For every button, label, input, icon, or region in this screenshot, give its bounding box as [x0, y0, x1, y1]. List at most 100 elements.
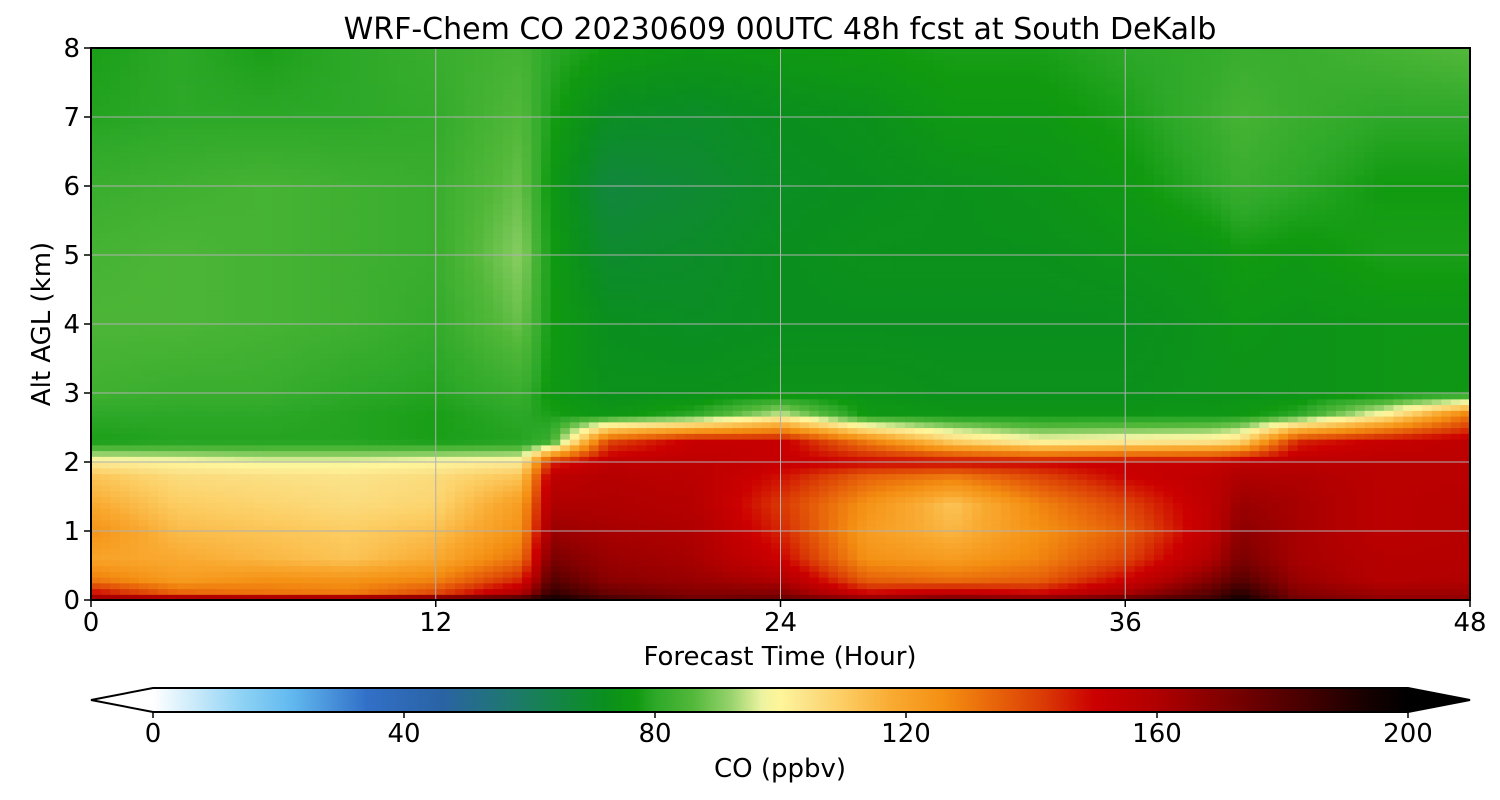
co-cell [904, 559, 916, 567]
co-cell [579, 536, 590, 544]
co-cell [416, 519, 427, 526]
co-cell [761, 410, 772, 417]
co-cell [1268, 502, 1280, 509]
co-cell [1402, 439, 1414, 446]
co-cell [474, 410, 485, 417]
co-cell [1230, 473, 1241, 480]
co-cell [119, 519, 130, 526]
co-cell [493, 508, 504, 515]
co-cell [1259, 479, 1270, 486]
co-cell [1029, 525, 1040, 532]
co-cell [320, 548, 332, 555]
co-cell [1412, 410, 1423, 417]
co-cell [368, 433, 379, 440]
co-cell [387, 421, 399, 429]
co-cell [359, 450, 370, 457]
co-cell [416, 496, 427, 503]
co-cell [924, 416, 935, 423]
co-cell [933, 548, 944, 555]
co-cell [790, 450, 801, 457]
co-cell [1221, 439, 1232, 446]
co-cell [464, 410, 475, 417]
co-cell [1441, 473, 1452, 480]
co-cell [895, 450, 906, 457]
co-cell [138, 571, 150, 578]
co-cell [1307, 485, 1318, 492]
co-cell [541, 525, 552, 532]
co-cell [234, 531, 245, 538]
co-cell [1374, 427, 1385, 434]
co-cell [1268, 444, 1280, 452]
co-cell [330, 582, 341, 590]
co-cell [770, 525, 782, 532]
co-cell [1029, 467, 1040, 475]
co-cell [627, 479, 638, 486]
co-cell [1086, 416, 1098, 423]
co-cell [790, 410, 801, 417]
co-cell [1316, 548, 1327, 555]
co-cell [1086, 456, 1098, 463]
co-cell [943, 485, 954, 492]
co-cell [876, 565, 887, 572]
co-cell [1431, 473, 1442, 480]
co-cell [1000, 565, 1011, 572]
co-cell [1077, 502, 1088, 509]
co-cell [541, 588, 552, 595]
co-cell [330, 427, 341, 434]
co-cell [770, 542, 782, 549]
co-cell [1221, 456, 1232, 463]
co-cell [100, 582, 111, 590]
co-cell [1422, 559, 1433, 567]
co-cell [617, 594, 628, 600]
co-cell [454, 513, 466, 521]
co-cell [732, 473, 743, 480]
co-cell [205, 577, 217, 584]
co-cell [588, 525, 600, 532]
co-cell [301, 462, 312, 469]
co-cell [1173, 467, 1184, 475]
co-cell [234, 410, 245, 417]
co-cell [1259, 577, 1270, 584]
co-cell [253, 416, 264, 423]
co-cell [244, 398, 255, 406]
co-cell [531, 594, 542, 600]
co-cell [531, 502, 542, 509]
co-cell [1211, 536, 1222, 544]
co-cell [426, 490, 437, 498]
co-cell [407, 548, 418, 555]
co-cell [1000, 404, 1011, 411]
co-cell [627, 473, 638, 480]
co-cell [1460, 439, 1470, 446]
co-cell [837, 416, 849, 423]
co-cell [895, 571, 906, 578]
co-cell [177, 416, 188, 423]
co-cell [1393, 450, 1404, 457]
co-cell [158, 525, 169, 532]
co-cell [138, 444, 150, 452]
co-cell [1240, 473, 1251, 480]
co-cell [703, 594, 715, 600]
co-cell [1460, 421, 1470, 429]
co-cell [541, 565, 552, 572]
co-cell [1326, 467, 1337, 475]
co-cell [387, 450, 399, 457]
co-cell [885, 410, 897, 417]
co-cell [119, 559, 130, 567]
co-cell [732, 536, 743, 544]
co-cell [828, 559, 839, 567]
co-cell [397, 456, 408, 463]
co-cell [1393, 582, 1404, 590]
co-cell [981, 433, 992, 440]
co-cell [828, 496, 839, 503]
co-cell [579, 542, 590, 549]
co-cell [483, 496, 494, 503]
co-cell [521, 554, 533, 561]
co-cell [483, 594, 494, 600]
co-cell [1326, 508, 1337, 515]
co-cell [474, 531, 485, 538]
co-cell [952, 421, 964, 429]
co-cell [1412, 571, 1423, 578]
co-cell [1402, 531, 1414, 538]
co-cell [407, 421, 418, 429]
co-cell [493, 565, 504, 572]
